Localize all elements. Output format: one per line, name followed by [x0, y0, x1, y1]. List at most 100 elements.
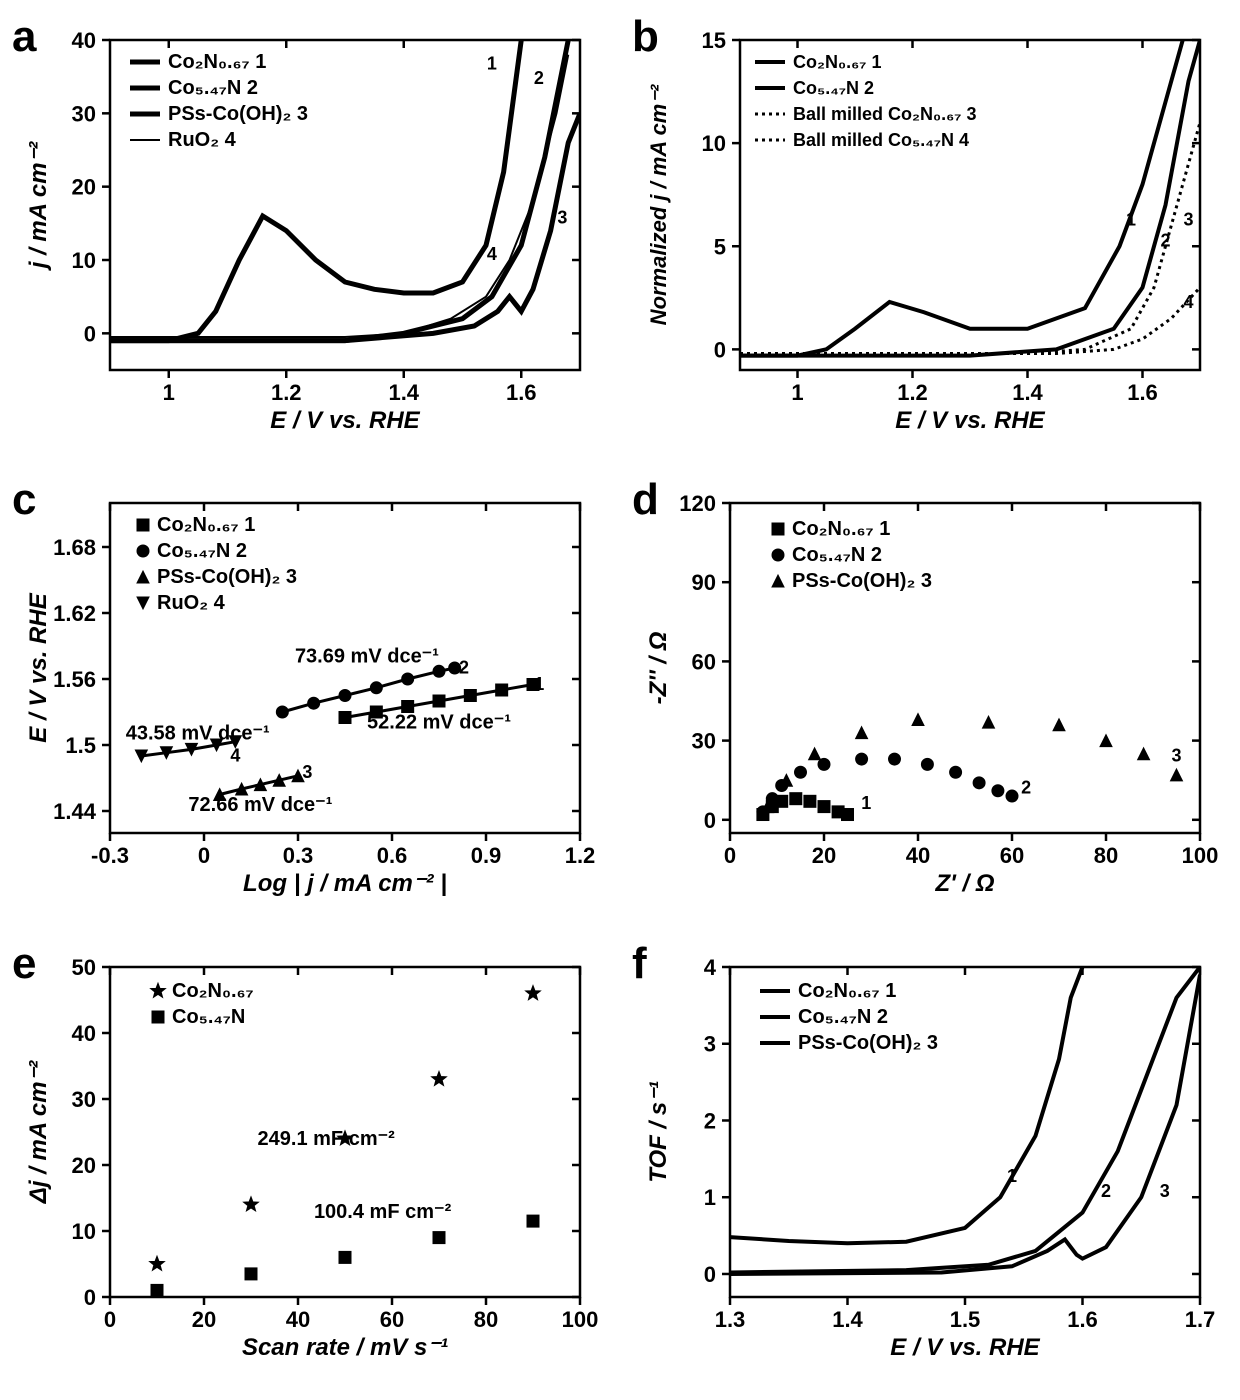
- svg-text:1.2: 1.2: [565, 843, 596, 868]
- chart-c: -0.300.30.60.91.21.441.51.561.621.68Log …: [20, 483, 600, 903]
- svg-text:1: 1: [163, 380, 175, 405]
- svg-text:0: 0: [84, 1285, 96, 1310]
- svg-text:20: 20: [72, 1153, 96, 1178]
- svg-text:-Z'' / Ω: -Z'' / Ω: [645, 632, 672, 705]
- svg-text:4: 4: [704, 955, 717, 980]
- svg-text:Co₂N₀.₆₇: Co₂N₀.₆₇: [172, 980, 254, 1002]
- svg-text:0.9: 0.9: [471, 843, 502, 868]
- panel-letter-e: e: [12, 939, 36, 989]
- svg-text:2: 2: [1160, 230, 1170, 250]
- svg-text:Co₂N₀.₆₇ 1: Co₂N₀.₆₇ 1: [798, 980, 896, 1002]
- svg-text:73.69 mV dce⁻¹: 73.69 mV dce⁻¹: [295, 646, 439, 668]
- svg-text:Co₅.₄₇N 2: Co₅.₄₇N 2: [157, 540, 247, 562]
- svg-text:PSs-Co(OH)₂ 3: PSs-Co(OH)₂ 3: [792, 570, 932, 592]
- svg-text:2: 2: [1101, 1181, 1111, 1201]
- svg-text:120: 120: [679, 491, 716, 516]
- svg-text:Ball milled Co₂N₀.₆₇ 3: Ball milled Co₂N₀.₆₇ 3: [793, 104, 977, 124]
- svg-text:30: 30: [72, 101, 96, 126]
- panel-letter-a: a: [12, 12, 36, 62]
- svg-text:1.68: 1.68: [53, 535, 96, 560]
- svg-text:E / V vs. RHE: E / V vs. RHE: [270, 407, 420, 434]
- svg-text:20: 20: [812, 843, 836, 868]
- svg-text:0: 0: [704, 1262, 716, 1287]
- svg-text:1.4: 1.4: [832, 1307, 863, 1332]
- svg-text:72.66 mV dce⁻¹: 72.66 mV dce⁻¹: [188, 794, 332, 816]
- svg-text:1.2: 1.2: [271, 380, 302, 405]
- svg-text:4: 4: [1183, 292, 1193, 312]
- svg-text:2: 2: [704, 1108, 716, 1133]
- svg-text:PSs-Co(OH)₂ 3: PSs-Co(OH)₂ 3: [157, 566, 297, 588]
- svg-text:60: 60: [692, 650, 716, 675]
- panel-letter-d: d: [632, 475, 659, 525]
- svg-text:40: 40: [906, 843, 930, 868]
- svg-text:40: 40: [286, 1307, 310, 1332]
- panel-d: d 0204060801000306090120Z' / Ω-Z'' / Ω12…: [640, 483, 1220, 916]
- svg-text:PSs-Co(OH)₂ 3: PSs-Co(OH)₂ 3: [798, 1032, 938, 1054]
- panel-letter-f: f: [632, 939, 647, 989]
- svg-text:E / V vs. RHE: E / V vs. RHE: [25, 593, 52, 743]
- svg-text:100.4 mF cm⁻²: 100.4 mF cm⁻²: [314, 1200, 452, 1222]
- svg-text:Co₂N₀.₆₇ 1: Co₂N₀.₆₇ 1: [157, 514, 255, 536]
- svg-text:60: 60: [380, 1307, 404, 1332]
- chart-f: 1.31.41.51.61.701234E / V vs. RHETOF / s…: [640, 947, 1220, 1367]
- svg-text:0: 0: [84, 321, 96, 346]
- svg-text:2: 2: [459, 658, 469, 678]
- panel-e: e 02040608010001020304050Scan rate / mV …: [20, 947, 600, 1380]
- svg-text:80: 80: [1094, 843, 1118, 868]
- svg-text:10: 10: [72, 248, 96, 273]
- svg-text:0: 0: [704, 808, 716, 833]
- svg-text:PSs-Co(OH)₂ 3: PSs-Co(OH)₂ 3: [168, 103, 308, 125]
- svg-text:j / mA cm⁻²: j / mA cm⁻²: [25, 141, 52, 271]
- svg-text:1.56: 1.56: [53, 667, 96, 692]
- svg-text:1.5: 1.5: [65, 733, 96, 758]
- svg-text:4: 4: [487, 244, 497, 264]
- svg-text:249.1 mF cm⁻²: 249.1 mF cm⁻²: [258, 1128, 396, 1150]
- panel-a: a 11.21.41.6010203040E / V vs. RHEj / mA…: [20, 20, 600, 453]
- svg-text:2: 2: [1021, 778, 1031, 798]
- panel-c: c -0.300.30.60.91.21.441.51.561.621.68Lo…: [20, 483, 600, 916]
- svg-text:1: 1: [1126, 210, 1136, 230]
- svg-text:1.4: 1.4: [388, 380, 419, 405]
- panel-letter-b: b: [632, 12, 659, 62]
- panel-letter-c: c: [12, 475, 36, 525]
- svg-text:3: 3: [557, 207, 567, 227]
- svg-text:30: 30: [72, 1087, 96, 1112]
- svg-text:Ball milled Co₅.₄₇N 4: Ball milled Co₅.₄₇N 4: [793, 130, 969, 150]
- svg-text:1.2: 1.2: [897, 380, 928, 405]
- svg-text:1.4: 1.4: [1012, 380, 1043, 405]
- svg-text:1.3: 1.3: [715, 1307, 746, 1332]
- svg-text:1.6: 1.6: [1067, 1307, 1098, 1332]
- svg-text:1.62: 1.62: [53, 601, 96, 626]
- svg-text:90: 90: [692, 571, 716, 596]
- svg-text:Normalized j / mA cm⁻²: Normalized j / mA cm⁻²: [646, 84, 671, 325]
- svg-text:60: 60: [1000, 843, 1024, 868]
- svg-text:1.6: 1.6: [506, 380, 537, 405]
- chart-b: 11.21.41.6051015E / V vs. RHENormalized …: [640, 20, 1220, 440]
- svg-text:E / V vs. RHE: E / V vs. RHE: [895, 407, 1045, 434]
- svg-text:3: 3: [1183, 210, 1193, 230]
- svg-text:43.58 mV dce⁻¹: 43.58 mV dce⁻¹: [126, 723, 270, 745]
- svg-text:0.6: 0.6: [377, 843, 408, 868]
- svg-text:0: 0: [198, 843, 210, 868]
- svg-text:100: 100: [562, 1307, 599, 1332]
- svg-text:E / V vs. RHE: E / V vs. RHE: [890, 1334, 1040, 1361]
- svg-text:3: 3: [1171, 746, 1181, 766]
- svg-text:3: 3: [704, 1031, 716, 1056]
- svg-text:80: 80: [474, 1307, 498, 1332]
- svg-text:Co₂N₀.₆₇ 1: Co₂N₀.₆₇ 1: [793, 52, 882, 72]
- svg-text:0: 0: [104, 1307, 116, 1332]
- svg-text:Co₅.₄₇N: Co₅.₄₇N: [172, 1006, 245, 1028]
- svg-text:3: 3: [302, 762, 312, 782]
- svg-text:100: 100: [1182, 843, 1219, 868]
- svg-text:40: 40: [72, 1021, 96, 1046]
- svg-text:Z' / Ω: Z' / Ω: [934, 870, 994, 897]
- svg-text:Co₂N₀.₆₇ 1: Co₂N₀.₆₇ 1: [792, 518, 890, 540]
- svg-text:40: 40: [72, 28, 96, 53]
- svg-text:10: 10: [72, 1219, 96, 1244]
- chart-d: 0204060801000306090120Z' / Ω-Z'' / Ω123C…: [640, 483, 1220, 903]
- svg-text:0: 0: [724, 843, 736, 868]
- svg-text:10: 10: [702, 131, 726, 156]
- svg-text:5: 5: [714, 234, 726, 259]
- svg-text:RuO₂ 4: RuO₂ 4: [168, 129, 237, 151]
- svg-text:20: 20: [72, 175, 96, 200]
